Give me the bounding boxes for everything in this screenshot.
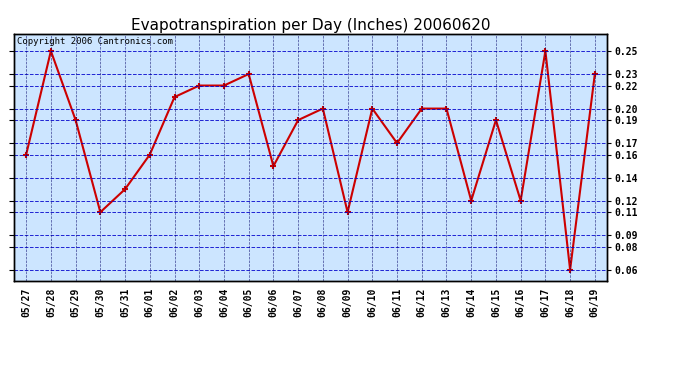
Title: Evapotranspiration per Day (Inches) 20060620: Evapotranspiration per Day (Inches) 2006… [130,18,491,33]
Text: Copyright 2006 Cantronics.com: Copyright 2006 Cantronics.com [17,38,172,46]
